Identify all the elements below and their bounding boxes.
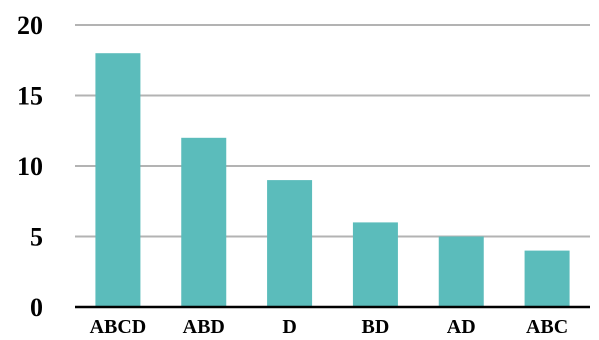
x-category-label: ABCD [90, 316, 147, 338]
bar-ad [438, 236, 484, 307]
bar-bd [352, 222, 398, 307]
grid-layer [75, 24, 590, 238]
bar-abd [181, 137, 227, 307]
x-category-label: D [282, 316, 296, 338]
y-tick-label: 5 [30, 223, 43, 252]
y-tick-label: 10 [17, 152, 43, 181]
y-tick-label: 0 [30, 293, 43, 322]
x-category-label: ABD [183, 316, 225, 338]
y-axis-ticks: 0 5 10 15 20 [17, 11, 43, 322]
bar-d [267, 180, 313, 307]
x-category-label: AD [447, 316, 476, 338]
bar-abc [524, 250, 570, 307]
y-tick-label: 20 [17, 11, 43, 40]
y-tick-label: 15 [17, 82, 43, 111]
x-axis-categories: ABCD ABD D BD AD ABC [90, 316, 569, 338]
x-category-label: ABC [526, 316, 568, 338]
x-category-label: BD [362, 316, 390, 338]
bar-layer [95, 53, 570, 308]
bar-abcd [95, 53, 141, 308]
